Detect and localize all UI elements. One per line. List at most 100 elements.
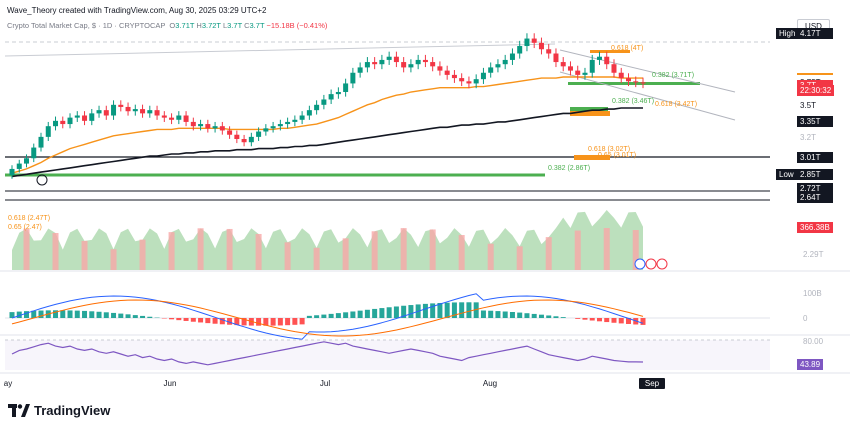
macd-histogram-bar [473, 302, 479, 318]
macd-histogram-bar [212, 318, 218, 324]
macd-histogram-bar [38, 310, 44, 318]
macd-histogram-bar [451, 302, 457, 318]
macd-histogram-bar [517, 312, 523, 318]
candle-body [198, 124, 204, 127]
candle-body [299, 115, 305, 120]
candle-body [625, 78, 631, 82]
macd-histogram-bar [640, 318, 646, 325]
tradingview-icon [8, 404, 30, 417]
candle-body [538, 42, 544, 50]
candle-body [343, 83, 349, 92]
volume-bar [603, 228, 610, 270]
candle-body [350, 72, 356, 84]
candle-body [357, 67, 363, 73]
candle-body [89, 113, 95, 121]
candle-body [82, 115, 88, 121]
high-value: 3.72T [201, 21, 221, 30]
symbol-info: Crypto Total Market Cap, $ · 1D · CRYPTO… [7, 21, 328, 30]
volume-bar [110, 249, 117, 270]
volume-bar [429, 229, 436, 270]
candle-body [546, 49, 552, 54]
ema200-line [11, 107, 643, 178]
price-tag: 3.35T [797, 115, 833, 127]
low-value: 3.7T [227, 21, 243, 30]
macd-histogram-bar [9, 312, 15, 318]
macd-histogram-bar [321, 314, 327, 318]
change-value: −15.18B (−0.41%) [266, 21, 328, 30]
macd-histogram-bar [430, 303, 436, 318]
macd-histogram-bar [560, 317, 566, 318]
candle-body [176, 115, 182, 120]
candle-body [473, 79, 479, 84]
ema50-line [11, 76, 643, 174]
candle-body [190, 121, 196, 127]
price-tag: 3.5T [797, 99, 833, 111]
candle-body [234, 134, 240, 140]
candle-body [560, 62, 566, 67]
candle-body [379, 59, 385, 65]
header-attribution: Wave_Theory created with TradingView.com… [7, 6, 267, 15]
candle-body [444, 70, 450, 75]
volume-axis-label: 2.29T [803, 250, 824, 259]
macd-histogram-bar [176, 318, 182, 321]
fib-label: 0.618 (3.02T) [588, 146, 631, 153]
macd-histogram-bar [190, 318, 196, 322]
fib-zone [570, 107, 608, 112]
tradingview-logo: TradingView [8, 403, 110, 418]
macd-histogram-bar [31, 310, 37, 318]
candle-body [38, 136, 44, 148]
candle-body [9, 168, 15, 176]
macd-histogram-bar [169, 318, 175, 320]
channel-line [559, 71, 736, 121]
candle-body [140, 109, 146, 114]
candle-body [103, 110, 109, 116]
candle-body [227, 130, 233, 135]
macd-histogram-bar [227, 318, 233, 325]
macd-histogram-bar [480, 310, 486, 318]
macd-histogram-bar [270, 318, 276, 326]
macd-histogram-bar [575, 318, 581, 319]
candle-body [553, 53, 559, 63]
volume-bar [400, 228, 407, 270]
candle-body [219, 126, 225, 131]
macd-axis-label: 0 [803, 314, 808, 323]
macd-histogram-bar [74, 310, 80, 318]
rsi-axis-label: 80.00 [803, 337, 824, 346]
volume-bar [313, 247, 320, 270]
time-axis-label-ay: ay [4, 379, 12, 388]
macd-histogram-bar [103, 312, 109, 318]
macd-histogram-bar [364, 309, 370, 318]
volume-bar [284, 242, 291, 270]
macd-histogram-bar [306, 315, 312, 318]
event-icon [645, 258, 657, 270]
macd-histogram-bar [459, 302, 465, 318]
price-tag-label: High [776, 28, 798, 40]
macd-histogram-bar [531, 313, 537, 318]
volume-bar [342, 238, 349, 270]
candle-body [364, 62, 370, 68]
fib-label: 0.618 (3.42T) [655, 101, 698, 108]
candle-body [31, 147, 37, 159]
macd-histogram-bar [328, 313, 334, 318]
macd-histogram-bar [335, 313, 341, 318]
volume-bar [545, 237, 552, 270]
macd-histogram-bar [241, 318, 247, 326]
macd-histogram-bar [618, 318, 624, 324]
macd-histogram-bar [67, 310, 73, 318]
macd-histogram-bar [53, 310, 59, 318]
current-date-box [639, 378, 665, 389]
macd-histogram-bar [24, 311, 30, 318]
candle-body [495, 64, 501, 68]
volume-bar [81, 240, 88, 270]
price-tag-label: Low [776, 169, 798, 181]
volume-bar [139, 239, 146, 270]
macd-histogram-bar [82, 310, 88, 318]
candle-body [372, 62, 378, 65]
candle-body [183, 115, 189, 122]
fib-zone [590, 50, 630, 53]
fib-label: 0.65 (3.01T) [598, 152, 637, 159]
candle-body [575, 70, 581, 75]
candle-body [205, 124, 211, 129]
macd-histogram-bar [219, 318, 225, 325]
